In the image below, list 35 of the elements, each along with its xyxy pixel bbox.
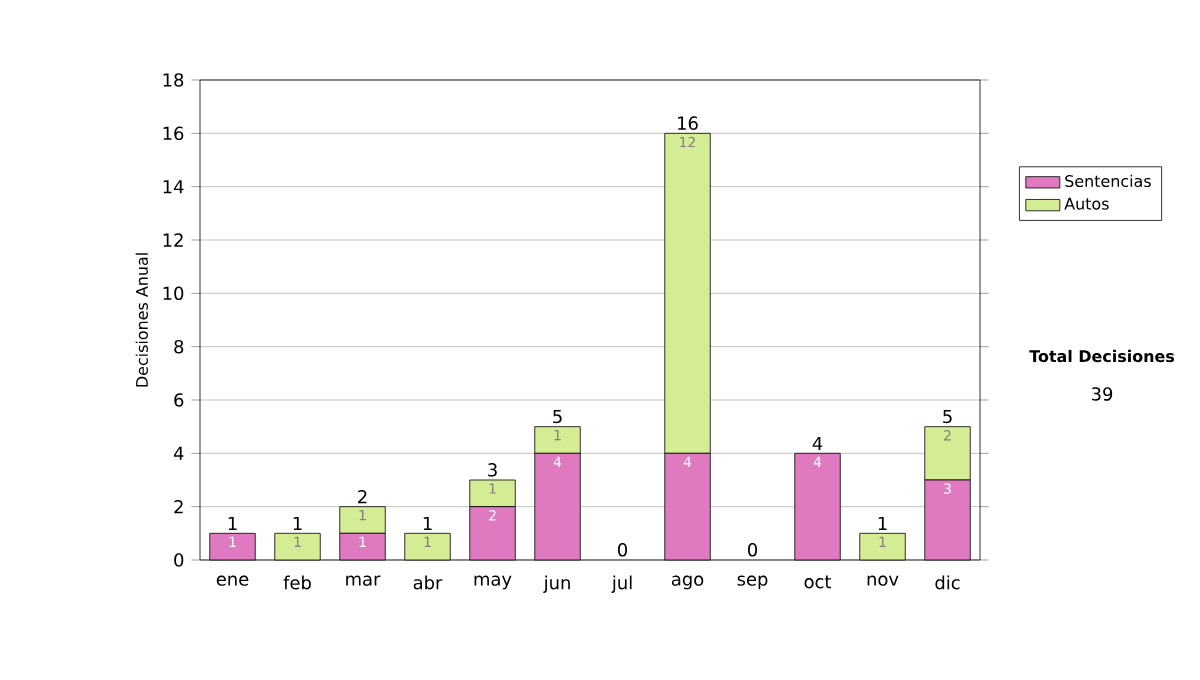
x-tick-label: dic (935, 575, 960, 590)
total-label: 4 (812, 436, 823, 450)
y-tick-label: 10 (163, 286, 184, 301)
y-tick-label: 12 (163, 233, 183, 247)
y-tick-label: 18 (163, 73, 184, 87)
y-tick-label: 14 (163, 180, 184, 194)
y-tick-label: 16 (163, 126, 184, 141)
x-tick-label: nov (867, 575, 899, 586)
x-tick-label: mar (346, 575, 381, 586)
y-tick-label: 6 (174, 393, 184, 407)
y-tick-label: 0 (174, 553, 184, 567)
total-label: 0 (618, 543, 628, 557)
total-label: 1 (293, 516, 302, 530)
x-tick-label: oct (804, 575, 832, 589)
total-label: 1 (878, 516, 887, 530)
x-tick-label: jul (611, 575, 632, 593)
total-label: 5 (553, 409, 562, 424)
x-tick-label: ago (671, 575, 704, 590)
total-label: 0 (748, 543, 758, 557)
x-tick-label: may (474, 575, 512, 590)
total-label: 16 (678, 116, 698, 130)
total-label: 1 (228, 516, 237, 530)
text: 39 (1091, 387, 1113, 401)
y-tick-label: 8 (174, 339, 184, 354)
x-tick-label: jun (543, 575, 570, 593)
x-tick-label: abr (413, 575, 443, 590)
y-tick-label: 2 (174, 500, 183, 514)
x-tick-label: ene (216, 575, 249, 586)
total-label: 5 (943, 409, 952, 424)
total-label: 1 (423, 516, 432, 530)
x-tick-label: sep (737, 575, 768, 590)
total-label: 2 (358, 489, 367, 504)
x-tick-label: feb (283, 575, 311, 590)
y-tick-label: 4 (173, 446, 184, 460)
total-label: 3 (488, 463, 497, 477)
